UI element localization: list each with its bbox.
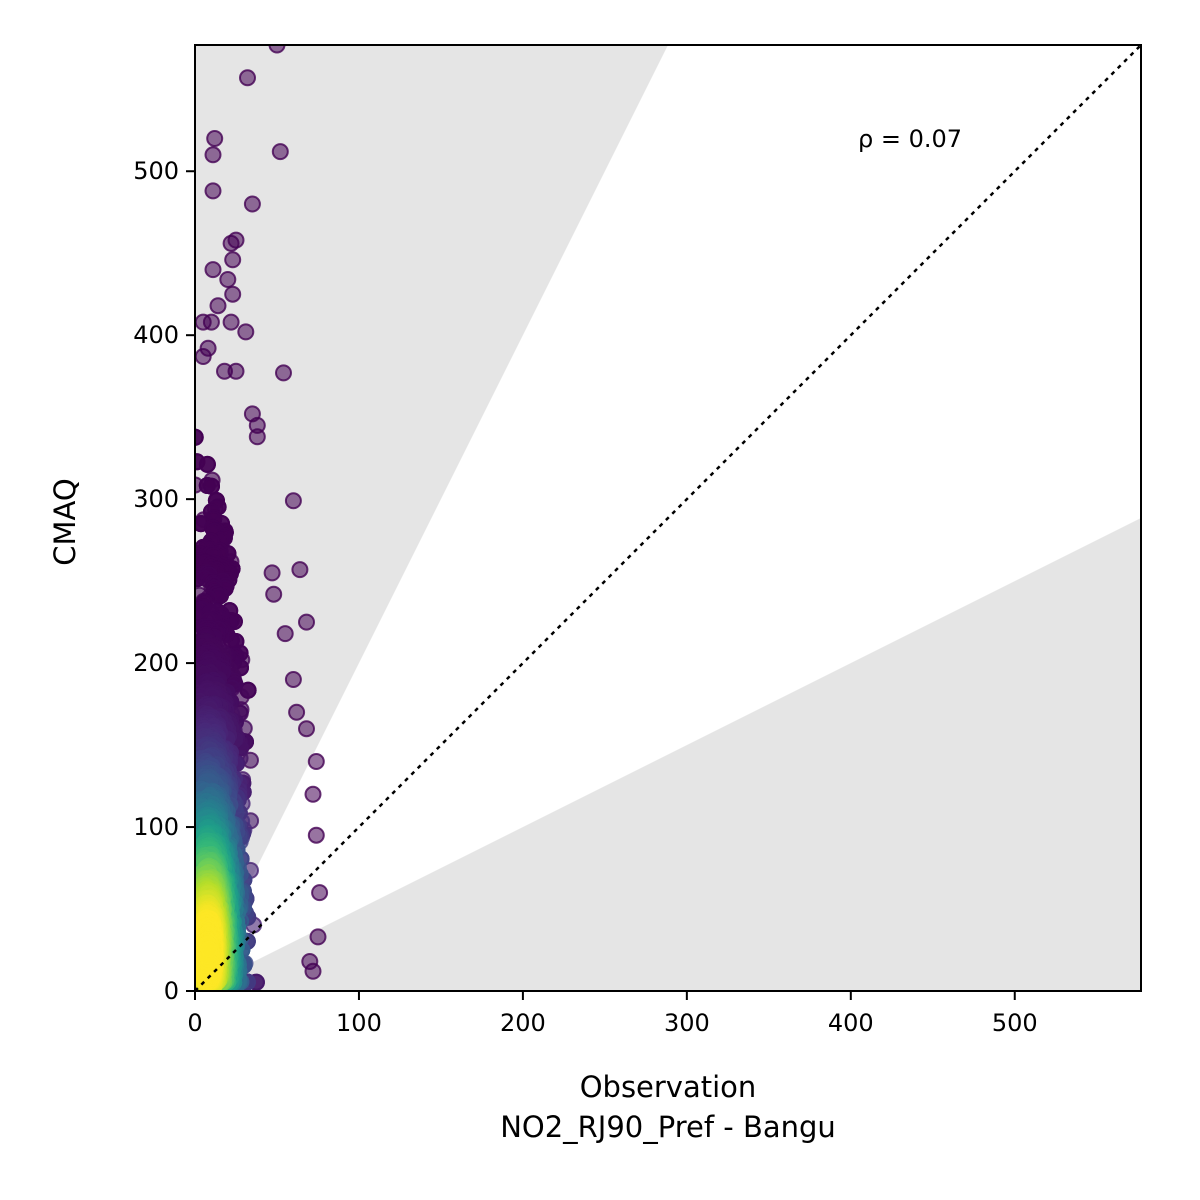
- shade-lower: [195, 518, 1141, 991]
- scatter-point: [203, 477, 220, 495]
- scatter-point: [198, 455, 216, 473]
- scatter-points: [195, 45, 329, 991]
